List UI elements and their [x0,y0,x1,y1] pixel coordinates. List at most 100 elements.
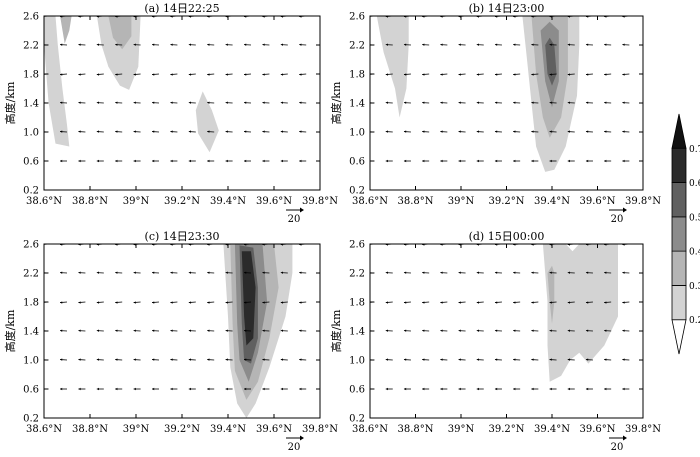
wind-vector-head [244,101,246,103]
wind-vector-head [134,329,136,331]
colorbar-segment [672,217,686,251]
wind-vector-head [281,101,283,103]
wind-vector-head [513,301,515,303]
wind-vector-head [459,329,461,331]
x-tick-label: 39.4°N [210,196,246,207]
wind-vector-head [604,358,606,360]
wind-vector-head [604,388,606,390]
wind-vector-head [262,130,264,132]
wind-vector-head [170,73,172,75]
wind-vector-head [386,388,388,390]
wind-vector-head [152,101,154,103]
y-tick-label: 0.6 [23,385,39,396]
wind-vector-head [60,43,62,45]
wind-vector-head [226,130,228,132]
wind-vector-head [622,301,624,303]
wind-vector-head [42,15,44,17]
wind-vector-head [386,301,388,303]
wind-vector-head [134,130,136,132]
wind-vector-head [404,101,406,103]
contour-region-d-0 [543,244,618,382]
wind-vector-head [604,101,606,103]
x-tick-label: 39.8°N [625,196,661,207]
wind-vector-head [115,101,117,103]
wind-vector-head [477,101,479,103]
wind-vector-head [386,358,388,360]
wind-vector-head [604,43,606,45]
x-tick-label: 39.4°N [534,196,570,207]
wind-vector-head [459,101,461,103]
y-tick-label: 1.0 [349,128,365,139]
wind-vector-head [299,388,301,390]
wind-vector-head [477,329,479,331]
wind-vector-head [78,329,80,331]
wind-vector-head [152,301,154,303]
wind-vector-head [78,43,80,45]
wind-vector-head [440,73,442,75]
wind-vector-head [78,73,80,75]
wind-vector-head [226,101,228,103]
wind-vector-head [170,130,172,132]
y-tick-label: 0.6 [349,157,365,168]
wind-vector-head [134,301,136,303]
wind-vector-head [513,130,515,132]
reference-arrow-label: 20 [611,214,624,225]
wind-vector-head [134,388,136,390]
wind-vector-head [152,73,154,75]
wind-vector-head [60,271,62,273]
wind-vector-head [477,73,479,75]
x-tick-label: 39.6°N [579,196,615,207]
y-tick-label: 1.8 [349,70,365,81]
wind-vector-head [459,43,461,45]
y-tick-label: 2.6 [23,12,39,23]
wind-vector-head [170,329,172,331]
x-tick-label: 39.6°N [256,424,292,435]
wind-vector-head [459,160,461,162]
y-tick-label: 2.2 [23,41,39,52]
wind-vector-head [459,358,461,360]
y-axis-label: 高度/km [329,81,343,124]
colorbar-segment [672,251,686,285]
wind-vector-head [477,358,479,360]
reference-arrow-head [300,208,304,213]
x-tick-label: 39°N [448,424,475,435]
wind-vector-head [422,358,424,360]
colorbar-segment [672,320,686,354]
wind-vector-head [440,329,442,331]
wind-vector-head [477,271,479,273]
wind-vector-head [97,358,99,360]
y-tick-label: 2.2 [23,269,39,280]
wind-vector-head [207,73,209,75]
y-tick-label: 2.2 [349,41,365,52]
wind-vector-head [281,388,283,390]
reference-arrow-label: 20 [288,442,301,453]
wind-vector-head [531,388,533,390]
y-tick-label: 1.4 [23,99,39,110]
wind-vector-head [495,160,497,162]
wind-vector-head [189,388,191,390]
colorbar-tick-label: 0.7 [689,145,700,155]
contour-region-b-0 [377,16,409,118]
colorbar-segment [672,285,686,319]
x-tick-label: 39.4°N [210,424,246,435]
y-tick-label: 2.2 [349,269,365,280]
x-tick-label: 39.2°N [488,196,524,207]
y-tick-label: 1.0 [349,356,365,367]
wind-vector-head [422,43,424,45]
wind-vector-head [152,43,154,45]
wind-vector-head [226,301,228,303]
wind-vector-head [531,130,533,132]
wind-vector-head [189,101,191,103]
wind-vector-head [440,358,442,360]
x-tick-label: 39.6°N [256,196,292,207]
y-axis-label: 高度/km [329,309,343,352]
panel-title-b: (b) 14日23:00 [469,2,545,15]
wind-vector-head [386,271,388,273]
wind-vector-head [134,160,136,162]
wind-vector-head [495,388,497,390]
x-tick-label: 38.6°N [26,196,62,207]
wind-vector-head [622,73,624,75]
x-tick-label: 38.8°N [72,196,108,207]
y-tick-label: 1.8 [349,298,365,309]
